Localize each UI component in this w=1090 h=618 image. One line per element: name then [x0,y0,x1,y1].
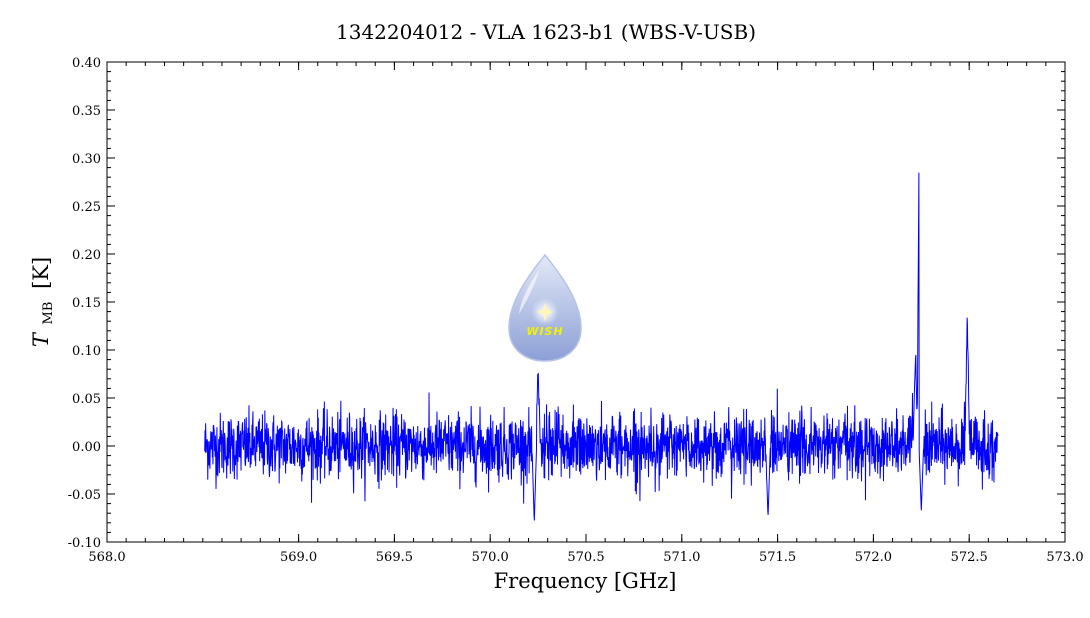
y-tick-label: -0.10 [68,536,101,551]
drop-highlight [519,270,539,314]
x-tick-label: 570.5 [567,550,604,565]
y-axis-title-main: T [29,331,53,347]
y-tick-label: 0.00 [72,440,101,455]
wish-logo-text: WISH [526,325,563,338]
x-tick-label: 572.5 [951,550,988,565]
y-tick-label: 0.40 [72,56,101,71]
y-axis-title: T MB [K] [29,257,57,347]
x-tick-label: 571.0 [663,550,700,565]
wish-logo: WISH [508,253,582,362]
y-tick-label: 0.30 [72,152,101,167]
y-tick-label: 0.10 [72,344,101,359]
y-tick-label: -0.05 [68,488,101,503]
y-tick-label: 0.25 [72,200,101,215]
y-tick-label: 0.20 [72,248,101,263]
plot-frame [106,61,1066,543]
chart-title: 1342204012 - VLA 1623-b1 (WBS-V-USB) [336,20,756,44]
x-tick-label: 572.0 [855,550,892,565]
y-tick-label: 0.05 [72,392,101,407]
x-tick-label: 568.0 [88,550,125,565]
star-icon [536,302,554,322]
minor-ticks [106,61,1066,543]
x-axis-title: Frequency [GHz] [494,569,677,593]
plot-area: 568.0 569.0 569.5 570.0 570.5 571.0 571.5 572.0… [68,56,1084,565]
y-axis-title-unit: [K] [29,257,53,289]
x-axis-ticks: 568.0 569.0 569.5 570.0 570.5 571.0 571.5 572.0… [88,62,1084,565]
svg-text:T MB [K]: T MB [K] [29,257,57,347]
x-tick-label: 569.5 [376,550,413,565]
spectrum-series-line [204,172,999,521]
y-tick-label: 0.15 [72,296,101,311]
y-tick-label: 0.35 [72,104,101,119]
x-tick-label: 569.0 [280,550,317,565]
x-tick-label: 573.0 [1046,550,1083,565]
y-axis-title-sub: MB [41,302,56,325]
x-tick-label: 571.5 [759,550,796,565]
x-tick-label: 570.0 [472,550,509,565]
y-axis-ticks: 0.40 0.35 0.30 0.25 0.20 0.15 0.10 0.05 0.00 -0.0… [68,56,1065,551]
